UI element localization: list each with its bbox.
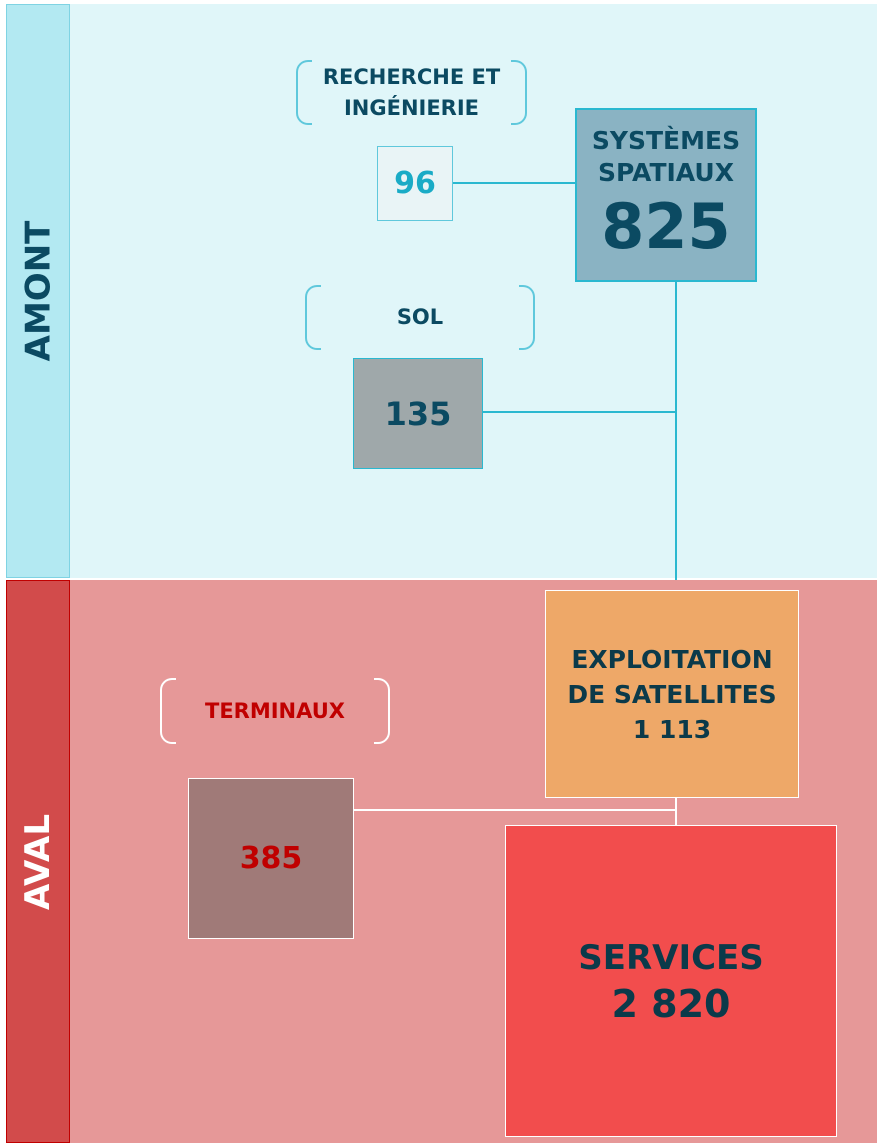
ground-value: 135	[384, 394, 452, 433]
downstream-label: AVAL	[18, 813, 58, 910]
upstream-label-box: AMONT	[6, 4, 70, 578]
terminals-value: 385	[239, 841, 303, 876]
terminals-box: 385	[188, 778, 354, 939]
upstream-label: AMONT	[18, 220, 59, 362]
terminals-label-text: TERMINAUX	[205, 698, 345, 723]
research-label-line2: INGÉNIERIE	[343, 95, 480, 120]
satellite-ops-box: EXPLOITATION DE SATELLITES 1 113	[545, 590, 799, 798]
satellite-ops-value: 1 113	[632, 714, 712, 744]
space-systems-label-line2: SPATIAUX	[598, 158, 734, 187]
services-label: SERVICES	[578, 938, 764, 978]
research-label: RECHERCHE ET INGÉNIERIE	[296, 60, 527, 125]
connector-ground	[483, 411, 676, 413]
space-systems-box: SYSTÈMES SPATIAUX 825	[575, 108, 757, 282]
upstream-section	[70, 4, 877, 578]
satellite-ops-label-line2: DE SATELLITES	[567, 679, 777, 709]
ground-label: SOL	[305, 285, 535, 350]
connector-research	[452, 182, 575, 184]
satellite-ops-label-line1: EXPLOITATION	[571, 644, 773, 674]
ground-box: 135	[353, 358, 483, 469]
downstream-label-box: AVAL	[6, 580, 70, 1143]
connector-upstream-trunk	[675, 281, 677, 580]
research-box: 96	[377, 146, 453, 221]
research-label-line1: RECHERCHE ET	[322, 64, 501, 89]
ground-label-text: SOL	[396, 305, 444, 329]
services-box: SERVICES 2 820	[505, 825, 837, 1137]
space-systems-value: 825	[601, 190, 731, 263]
connector-terminals	[353, 809, 677, 811]
services-value: 2 820	[611, 982, 731, 1026]
space-systems-label-line1: SYSTÈMES	[591, 126, 741, 155]
terminals-label: TERMINAUX	[160, 678, 390, 744]
connector-downstream	[675, 797, 677, 825]
research-value: 96	[394, 166, 436, 201]
